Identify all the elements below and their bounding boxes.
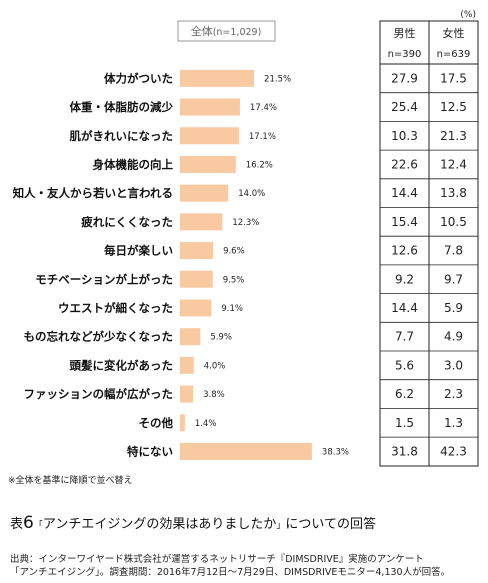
bar [180, 442, 312, 460]
table-cell-male: 31.8 [391, 444, 418, 458]
table-cell-male: 14.4 [391, 186, 418, 200]
overall-header-label: 全体(n=1,029) [191, 24, 262, 38]
sort-note: ※全体を基準に降順で並べ替え [8, 476, 133, 486]
bar [180, 184, 229, 202]
category-label: 身体機能の向上 [93, 157, 174, 171]
value-label: 38.3% [322, 447, 349, 457]
table-cell-male: 14.4 [391, 301, 418, 315]
category-label: 体力がついた [104, 71, 173, 85]
unit-label: (%) [460, 10, 476, 20]
bar [180, 414, 185, 432]
overall-label: 全体 [191, 24, 213, 38]
table-cell-female: 1.3 [444, 416, 463, 430]
bar [180, 385, 194, 403]
category-label: 体重・体脂肪の減少 [70, 100, 174, 114]
table-cell-female: 13.8 [440, 186, 467, 200]
bar [180, 69, 255, 87]
table-cell-male: 9.2 [395, 272, 414, 286]
table-cell-male: 1.5 [395, 416, 414, 430]
category-label: モチベーションが上がった [35, 272, 173, 286]
value-label: 9.6% [223, 247, 245, 257]
caption-close-quote: 」 [276, 521, 286, 531]
table-cell-female: 21.3 [440, 129, 467, 143]
category-label: 疲れにくくなった [81, 215, 173, 229]
bar [180, 155, 236, 173]
table-cell-female: 12.4 [440, 157, 467, 171]
bar [180, 98, 240, 116]
caption-open-quote: 「 [33, 521, 43, 531]
caption-title: アンチエイジングの効果はありましたか [42, 517, 277, 532]
category-label: 頭髪に変化があった [70, 358, 174, 372]
value-label: 21.5% [264, 74, 291, 84]
value-label: 12.3% [232, 218, 259, 228]
category-label: もの忘れなどが少なくなった [24, 330, 174, 344]
category-label: 知人・友人から若いと言われる [12, 186, 173, 200]
value-label: 16.2% [246, 160, 273, 170]
category-label: ファッションの幅が広がった [24, 387, 174, 401]
table-cell-female: 10.5 [440, 215, 467, 229]
value-label: 4.0% [204, 361, 226, 371]
category-label: ウエストが細くなった [58, 301, 173, 315]
table-cell-male: 15.4 [391, 215, 418, 229]
table-cell-male: 7.7 [395, 330, 414, 344]
bar [180, 270, 213, 288]
table-cell-female: 2.3 [444, 387, 463, 401]
category-label: その他 [139, 416, 174, 430]
col-header-male: 男性 [394, 26, 416, 40]
value-label: 9.1% [221, 304, 243, 314]
table-cell-female: 7.8 [444, 244, 463, 258]
table-cell-male: 27.9 [391, 71, 418, 85]
table-cell-male: 25.4 [391, 100, 418, 114]
caption-number: 6 [23, 513, 34, 533]
bar [180, 213, 223, 231]
category-label: 肌がきれいになった [70, 129, 174, 143]
source-note: 出典：インターワイヤード株式会社が運営するネットリサーチ『DIMSDRIVE』実… [10, 553, 450, 579]
category-label: 毎日が楽しい [104, 244, 173, 258]
n-male: n=390 [388, 49, 422, 60]
value-label: 17.1% [249, 132, 276, 142]
bar [180, 242, 214, 260]
caption-suffix: についての回答 [285, 517, 376, 532]
overall-n: (n=1,029) [213, 27, 262, 38]
source-line-2: 「アンチエイジング」。調査期間：2016年7月12日～7月29日、DIMSDRI… [10, 567, 451, 578]
value-label: 5.9% [210, 333, 232, 343]
data-table: 男性 女性 n=390 n=639 27.9 17.5 25.4 12.5 10.3 21… [379, 20, 479, 467]
value-label: 17.4% [250, 103, 277, 113]
caption-prefix: 表 [10, 517, 24, 532]
bar [180, 127, 239, 145]
table-cell-female: 3.0 [444, 358, 463, 372]
table-cell-male: 12.6 [391, 244, 418, 258]
table-cell-male: 10.3 [391, 129, 418, 143]
table-cell-female: 17.5 [440, 71, 467, 85]
n-female: n=639 [437, 49, 471, 60]
value-label: 1.4% [195, 419, 217, 429]
table-cell-female: 9.7 [444, 272, 463, 286]
table-cell-female: 42.3 [440, 444, 467, 458]
table-cell-female: 12.5 [440, 100, 467, 114]
bar [180, 299, 212, 317]
value-label: 9.5% [223, 275, 245, 285]
table-cell-male: 22.6 [391, 157, 418, 171]
col-header-female: 女性 [443, 26, 465, 40]
value-label: 14.0% [238, 189, 265, 199]
overall-header-box [177, 20, 276, 42]
category-label: 特にない [127, 444, 173, 458]
value-label: 3.8% [203, 390, 225, 400]
chart: 全体(n=1,029) (%) 男性 女性 n=390 n=639 27.9 17… [12, 10, 479, 467]
bar [180, 328, 201, 346]
table-cell-male: 6.2 [395, 387, 414, 401]
source-line-1: 出典：インターワイヤード株式会社が運営するネットリサーチ『DIMSDRIVE』実… [10, 554, 424, 565]
table-cell-female: 5.9 [444, 301, 463, 315]
bar [180, 356, 194, 374]
table-cell-female: 4.9 [444, 330, 463, 344]
table-caption: 表6「アンチエイジングの効果はありましたか」についての回答 [10, 513, 376, 533]
table-cell-male: 5.6 [395, 358, 414, 372]
